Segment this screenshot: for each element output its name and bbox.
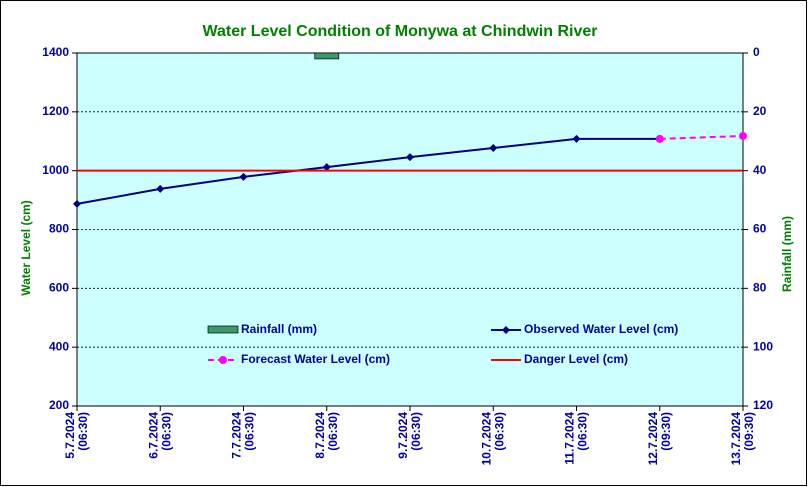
y-tick-label: 600 (49, 281, 69, 295)
x-tick-label: (09:30) (659, 412, 673, 451)
y2-tick-label: 80 (753, 281, 767, 295)
data-point (739, 131, 747, 140)
legend-label: Forecast Water Level (cm) (241, 352, 390, 366)
x-tick-label: (06:30) (576, 412, 590, 451)
x-tick-label: (06:30) (492, 412, 506, 451)
series-line (76, 137, 660, 205)
x-tick-label: 6.7.2024 (146, 412, 160, 459)
chart-title: Water Level Condition of Monywa at Chind… (203, 23, 598, 40)
legend-swatch (207, 325, 239, 334)
y2-tick-label: 0 (753, 45, 760, 59)
y2-tick-label: 40 (753, 163, 767, 177)
y2-tick-label: 60 (753, 222, 767, 236)
y-tick-label: 200 (49, 398, 69, 412)
y-tick-label: 1000 (42, 163, 69, 177)
y-tick-label: 1400 (42, 45, 69, 59)
data-point (572, 134, 581, 143)
bar (314, 52, 340, 60)
x-tick-label-group: 5.7.2024 (06:30) (63, 412, 90, 459)
y2-tick-label: 120 (753, 398, 773, 412)
data-point (406, 153, 414, 162)
x-tick-label: 11.7.2024 (563, 412, 577, 465)
x-tick-label: 10.7.2024 (479, 412, 493, 466)
x-tick-label: 12.7.2024 (646, 412, 660, 466)
data-point (73, 199, 81, 208)
x-tick-label: 7.7.2024 (230, 412, 244, 459)
data-point (156, 184, 165, 193)
x-tick-label-group: 12.7.2024 (09:30) (646, 412, 673, 466)
data-point (239, 172, 248, 181)
x-tick-label: (09:30) (742, 412, 756, 451)
x-tick-label: (06:30) (326, 412, 340, 451)
y-tick-label: 800 (49, 222, 69, 236)
legend-label: Observed Water Level (cm) (524, 322, 678, 336)
y-tick-label: 400 (49, 339, 69, 353)
x-tick-label: 5.7.2024 (63, 412, 77, 459)
y-tick-label: 1200 (42, 104, 69, 118)
legend-marker (502, 326, 510, 334)
x-tick-label-group: 6.7.2024 (06:30) (146, 412, 173, 459)
y2-axis-label: Rainfall (mm) (780, 216, 794, 292)
series-line (659, 134, 744, 140)
y2-tick-label: 100 (753, 339, 773, 353)
x-tick-label: 9.7.2024 (396, 412, 410, 459)
x-tick-label-group: 8.7.2024 (06:30) (313, 412, 340, 459)
data-point (322, 163, 331, 172)
x-tick-label-group: 11.7.2024 (06:30) (563, 412, 590, 465)
x-tick-label: (06:30) (243, 412, 257, 451)
x-tick-label: (06:30) (409, 412, 423, 451)
x-tick-label-group: 10.7.2024 (06:30) (479, 412, 506, 466)
x-tick-label: 8.7.2024 (313, 412, 327, 459)
y2-tick-label: 20 (753, 104, 767, 118)
x-tick-label: 13.7.2024 (729, 412, 743, 466)
x-tick-label: (06:30) (76, 412, 90, 451)
x-tick-label-group: 9.7.2024 (06:30) (396, 412, 423, 459)
x-tick-label-group: 7.7.2024 (06:30) (230, 412, 257, 459)
legend-marker (219, 356, 227, 364)
y-axis-label: Water Level (cm) (19, 200, 33, 296)
x-tick-label-group: 13.7.2024 (09:30) (729, 412, 756, 466)
legend-label: Rainfall (mm) (241, 322, 317, 336)
data-point (489, 144, 498, 153)
data-point (655, 134, 664, 143)
x-tick-label: (06:30) (159, 412, 173, 451)
legend-label: Danger Level (cm) (524, 352, 628, 366)
